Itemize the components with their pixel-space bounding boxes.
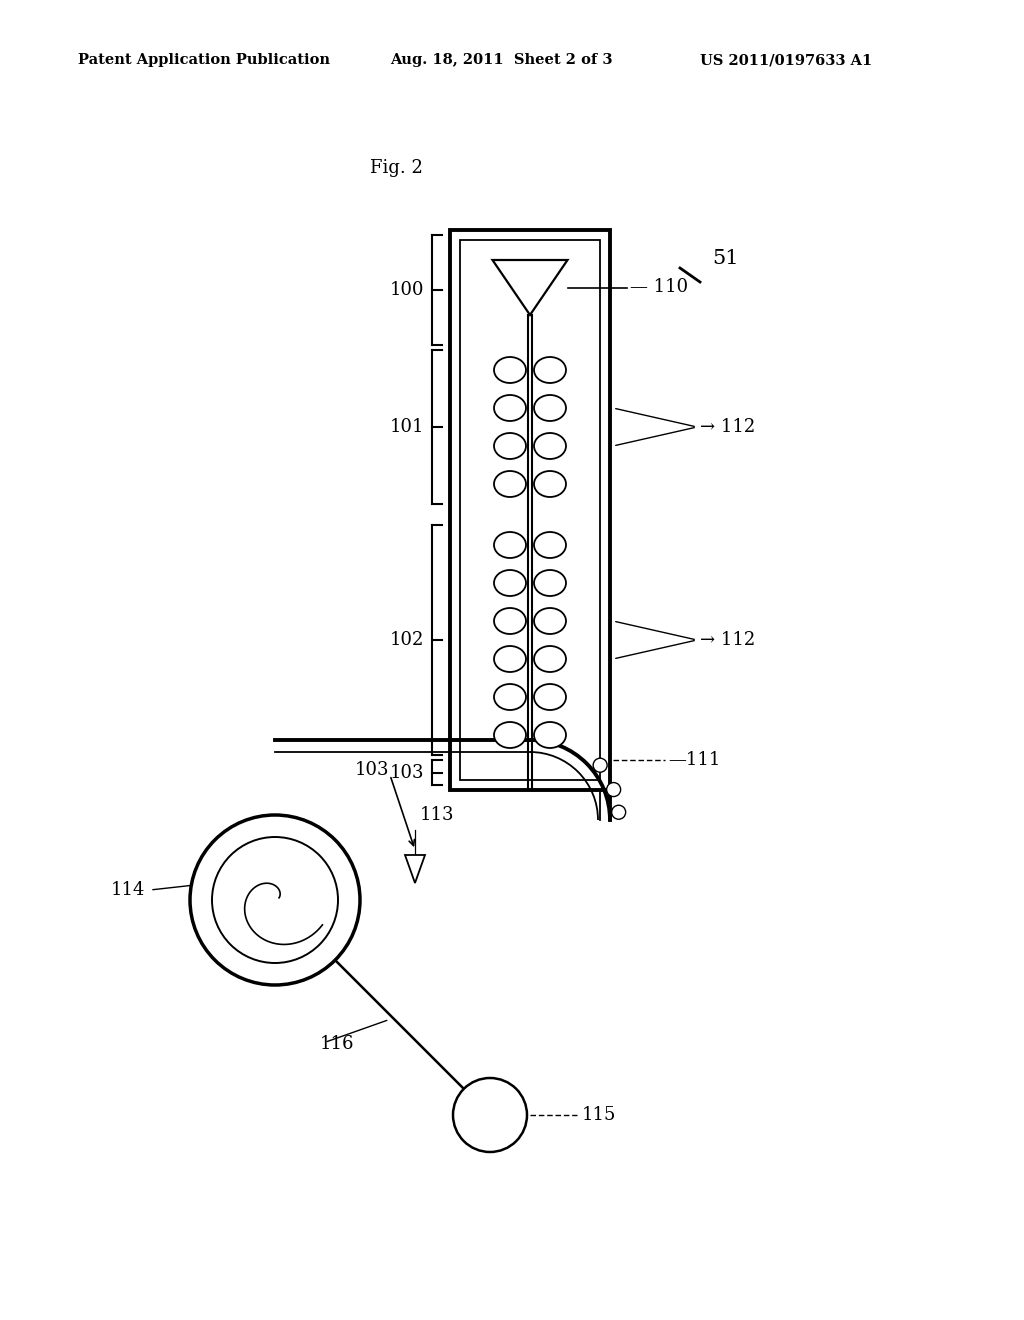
Text: — 110: — 110 [630,279,688,297]
Text: 115: 115 [582,1106,616,1125]
Text: 51: 51 [712,248,738,268]
Ellipse shape [494,532,526,558]
Circle shape [212,837,338,964]
Text: 101: 101 [389,418,424,436]
Bar [460,240,600,780]
Text: 102: 102 [389,631,424,649]
Text: → 112: → 112 [700,631,756,649]
Ellipse shape [494,433,526,459]
Text: 100: 100 [389,281,424,300]
Text: Patent Application Publication: Patent Application Publication [78,53,330,67]
Ellipse shape [534,356,566,383]
Polygon shape [493,260,567,315]
Ellipse shape [494,570,526,597]
Ellipse shape [494,395,526,421]
Ellipse shape [534,570,566,597]
Text: 103: 103 [389,763,424,781]
Ellipse shape [494,609,526,634]
Ellipse shape [494,684,526,710]
Circle shape [593,758,607,772]
Ellipse shape [534,433,566,459]
Text: 116: 116 [319,1035,354,1053]
Ellipse shape [494,471,526,498]
Ellipse shape [494,356,526,383]
Circle shape [611,805,626,820]
Polygon shape [406,855,425,883]
Circle shape [453,1078,527,1152]
Ellipse shape [494,722,526,748]
Ellipse shape [534,722,566,748]
Text: US 2011/0197633 A1: US 2011/0197633 A1 [700,53,872,67]
Text: 103: 103 [355,762,389,779]
Circle shape [190,814,360,985]
Ellipse shape [494,645,526,672]
Circle shape [606,783,621,796]
Text: —111: —111 [668,751,720,770]
Ellipse shape [534,645,566,672]
Text: 113: 113 [420,807,455,824]
Ellipse shape [534,684,566,710]
Ellipse shape [534,471,566,498]
Ellipse shape [534,395,566,421]
Ellipse shape [534,532,566,558]
Text: 114: 114 [111,880,145,899]
Text: Aug. 18, 2011  Sheet 2 of 3: Aug. 18, 2011 Sheet 2 of 3 [390,53,612,67]
Text: → 112: → 112 [700,418,756,436]
Bar [450,230,610,789]
Ellipse shape [534,609,566,634]
Text: Fig. 2: Fig. 2 [370,158,423,177]
